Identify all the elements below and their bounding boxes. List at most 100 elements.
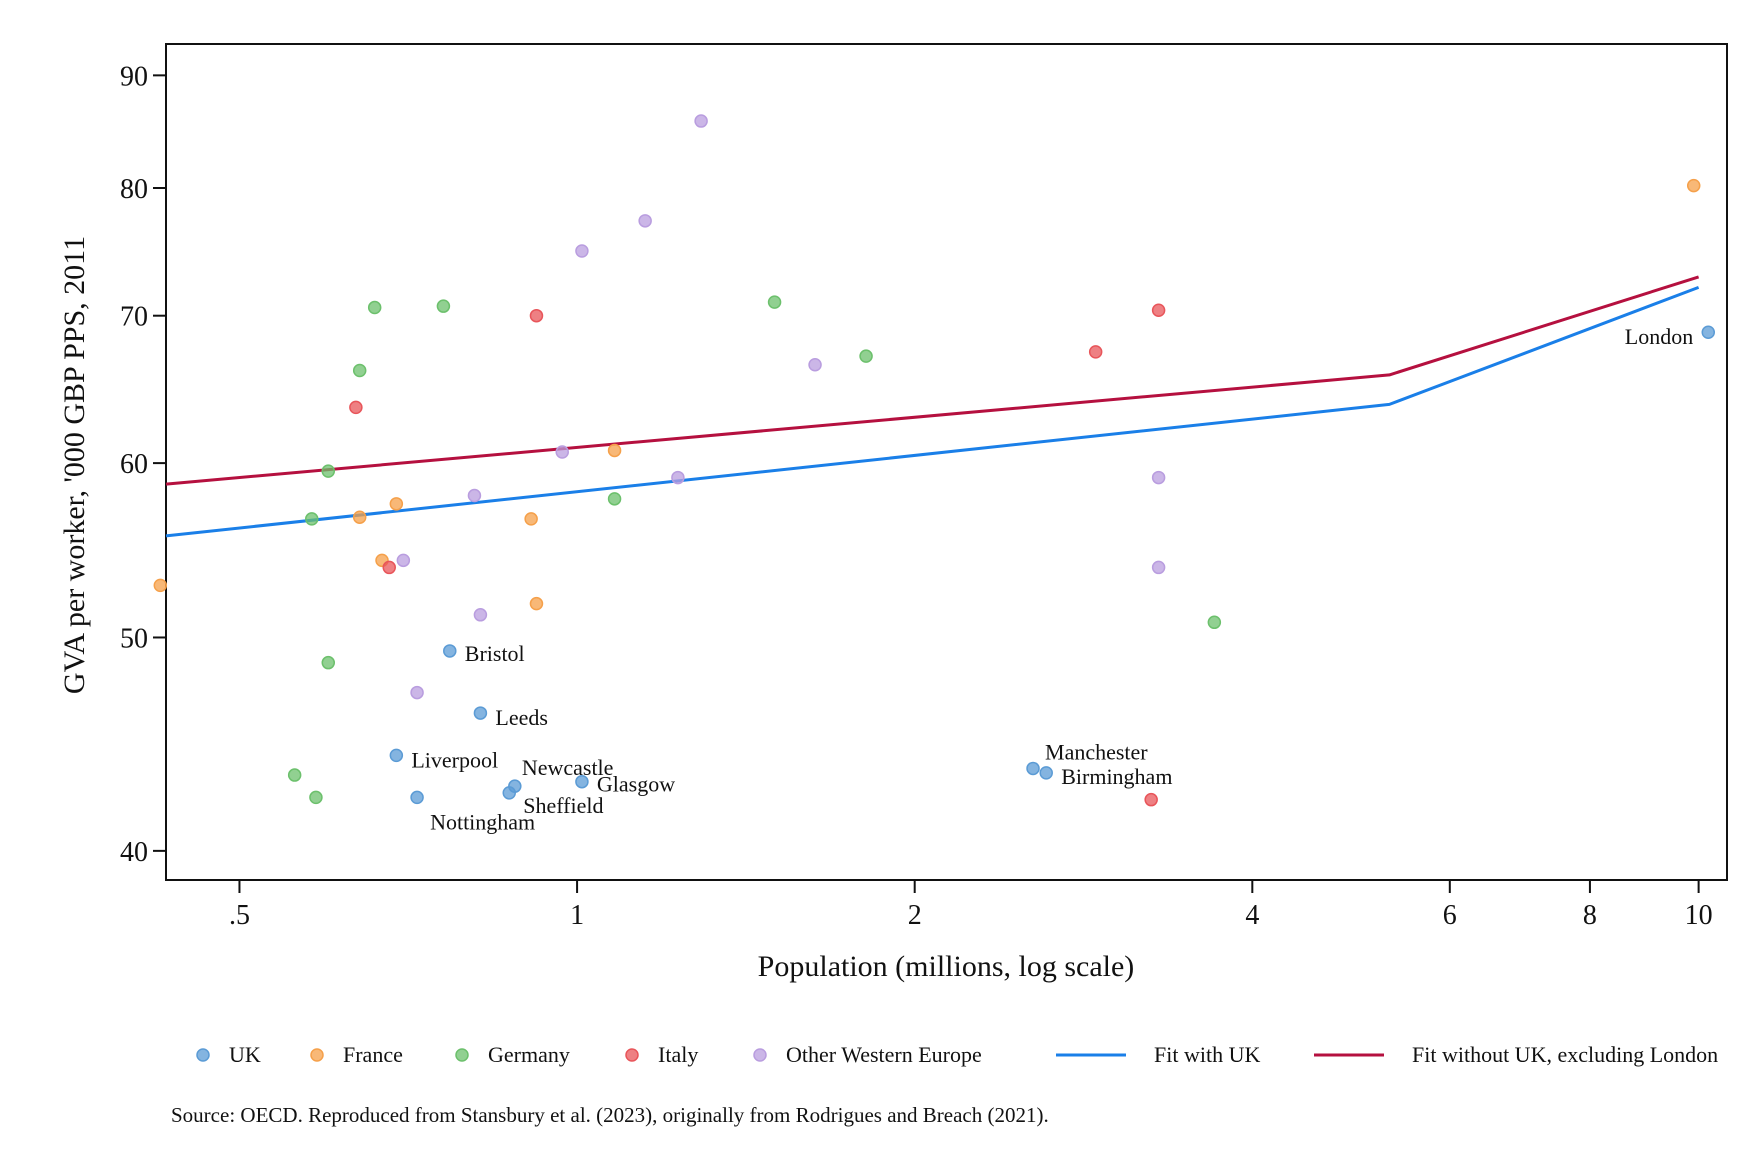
legend-label: Fit with UK xyxy=(1154,1042,1260,1067)
x-tick-label: 4 xyxy=(1245,900,1259,931)
point-germany xyxy=(321,464,336,478)
legend-item-fit-with-uk: Fit with UK xyxy=(1056,1042,1260,1067)
y-tick-label: 80 xyxy=(120,174,148,205)
x-axis-title: Population (millions, log scale) xyxy=(758,950,1135,983)
plot-frame xyxy=(165,43,1728,881)
point-italy xyxy=(529,308,544,323)
x-axis: .5 1 2 4 6 8 10 xyxy=(229,880,1713,931)
point-uk xyxy=(1039,766,1053,780)
legend-marker xyxy=(310,1048,324,1062)
point-germany xyxy=(607,492,622,506)
source-note: Source: OECD. Reproduced from Stansbury … xyxy=(171,1103,1049,1127)
point-label-manchester: Manchester xyxy=(1045,739,1148,764)
point-other-western-europe xyxy=(638,214,652,228)
legend-label: UK xyxy=(229,1042,261,1067)
legend-item-fit-without-uk-excluding-london: Fit without UK, excluding London xyxy=(1314,1042,1718,1067)
x-tick-label: 8 xyxy=(1583,900,1597,931)
fit-lines xyxy=(165,275,1700,538)
point-germany xyxy=(767,295,782,309)
point-label-liverpool: Liverpool xyxy=(411,747,498,772)
legend-label: France xyxy=(343,1042,403,1067)
point-uk xyxy=(1026,761,1040,776)
point-other-western-europe xyxy=(694,114,708,128)
point-other-western-europe xyxy=(1151,560,1166,575)
point-germany xyxy=(436,299,451,313)
point-france xyxy=(153,578,168,593)
point-italy xyxy=(382,560,396,575)
legend-label: Germany xyxy=(488,1042,570,1067)
legend-marker xyxy=(625,1048,639,1062)
x-tick-label: .5 xyxy=(229,900,250,931)
legend-label: Italy xyxy=(658,1042,698,1067)
point-uk xyxy=(502,786,516,800)
point-france xyxy=(524,512,538,526)
x-tick-label: 6 xyxy=(1443,900,1457,931)
point-france xyxy=(352,510,367,524)
legend-item-italy: Italy xyxy=(625,1042,698,1067)
point-label-london: London xyxy=(1625,324,1693,349)
y-tick-label: 40 xyxy=(120,837,148,868)
x-tick-label: 2 xyxy=(908,900,922,931)
point-other-western-europe xyxy=(410,685,424,700)
point-germany xyxy=(305,512,319,526)
point-other-western-europe xyxy=(473,608,488,622)
point-uk xyxy=(473,706,488,720)
point-other-western-europe xyxy=(555,445,569,459)
point-italy xyxy=(349,400,363,415)
point-label-birmingham: Birmingham xyxy=(1061,764,1172,789)
legend-marker xyxy=(753,1048,767,1062)
point-label-newcastle: Newcastle xyxy=(522,755,614,780)
fit-line-fit-without-uk-excluding-london xyxy=(165,275,1700,486)
legend-marker xyxy=(455,1048,469,1062)
legend-item-other-western-europe: Other Western Europe xyxy=(753,1042,982,1067)
data-points xyxy=(153,114,1716,807)
legend-marker xyxy=(196,1048,210,1062)
point-germany xyxy=(309,790,323,805)
point-uk xyxy=(575,774,589,789)
legend-item-france: France xyxy=(310,1042,403,1067)
point-germany xyxy=(287,768,302,782)
point-other-western-europe xyxy=(575,244,589,258)
y-axis: 40 50 60 70 80 90 xyxy=(120,61,166,868)
y-tick-label: 90 xyxy=(120,61,148,92)
legend-label: Fit without UK, excluding London xyxy=(1412,1042,1718,1067)
point-italy xyxy=(1088,345,1103,359)
point-uk xyxy=(1701,325,1716,339)
point-uk xyxy=(443,644,457,658)
point-label-nottingham: Nottingham xyxy=(430,809,535,834)
point-germany xyxy=(352,363,367,378)
point-germany xyxy=(1207,615,1222,630)
x-tick-label: 1 xyxy=(570,900,584,931)
point-label-leeds: Leeds xyxy=(495,705,548,730)
point-uk xyxy=(389,748,404,763)
y-tick-label: 70 xyxy=(120,302,148,333)
point-label-glasgow: Glasgow xyxy=(597,772,675,797)
y-axis-title: GVA per worker, '000 GBP PPS, 2011 xyxy=(58,236,91,694)
point-italy xyxy=(1151,303,1166,317)
point-other-western-europe xyxy=(1151,470,1166,485)
point-labels: Bristol Leeds Liverpool Nottingham Newcastle… xyxy=(411,324,1693,834)
point-uk xyxy=(410,790,424,805)
x-tick-label: 10 xyxy=(1685,900,1713,931)
point-france xyxy=(529,596,544,611)
point-label-sheffield: Sheffield xyxy=(523,793,603,818)
legend-item-uk: UK xyxy=(196,1042,261,1067)
point-germany xyxy=(367,300,382,315)
point-germany xyxy=(859,349,873,363)
fit-line-fit-with-uk xyxy=(165,285,1700,538)
point-italy xyxy=(1144,792,1158,807)
legend-item-germany: Germany xyxy=(455,1042,570,1067)
point-germany xyxy=(321,655,336,670)
point-other-western-europe xyxy=(396,553,411,568)
y-tick-label: 60 xyxy=(120,449,148,480)
point-france xyxy=(1686,178,1701,193)
point-label-bristol: Bristol xyxy=(465,641,525,666)
point-france xyxy=(607,443,622,458)
y-tick-label: 50 xyxy=(120,623,148,654)
point-other-western-europe xyxy=(467,488,482,503)
legend: UK France Germany Italy Other Western Europe… xyxy=(196,1042,1718,1067)
legend-label: Other Western Europe xyxy=(786,1042,982,1067)
point-other-western-europe xyxy=(671,470,685,485)
point-france xyxy=(389,497,404,511)
